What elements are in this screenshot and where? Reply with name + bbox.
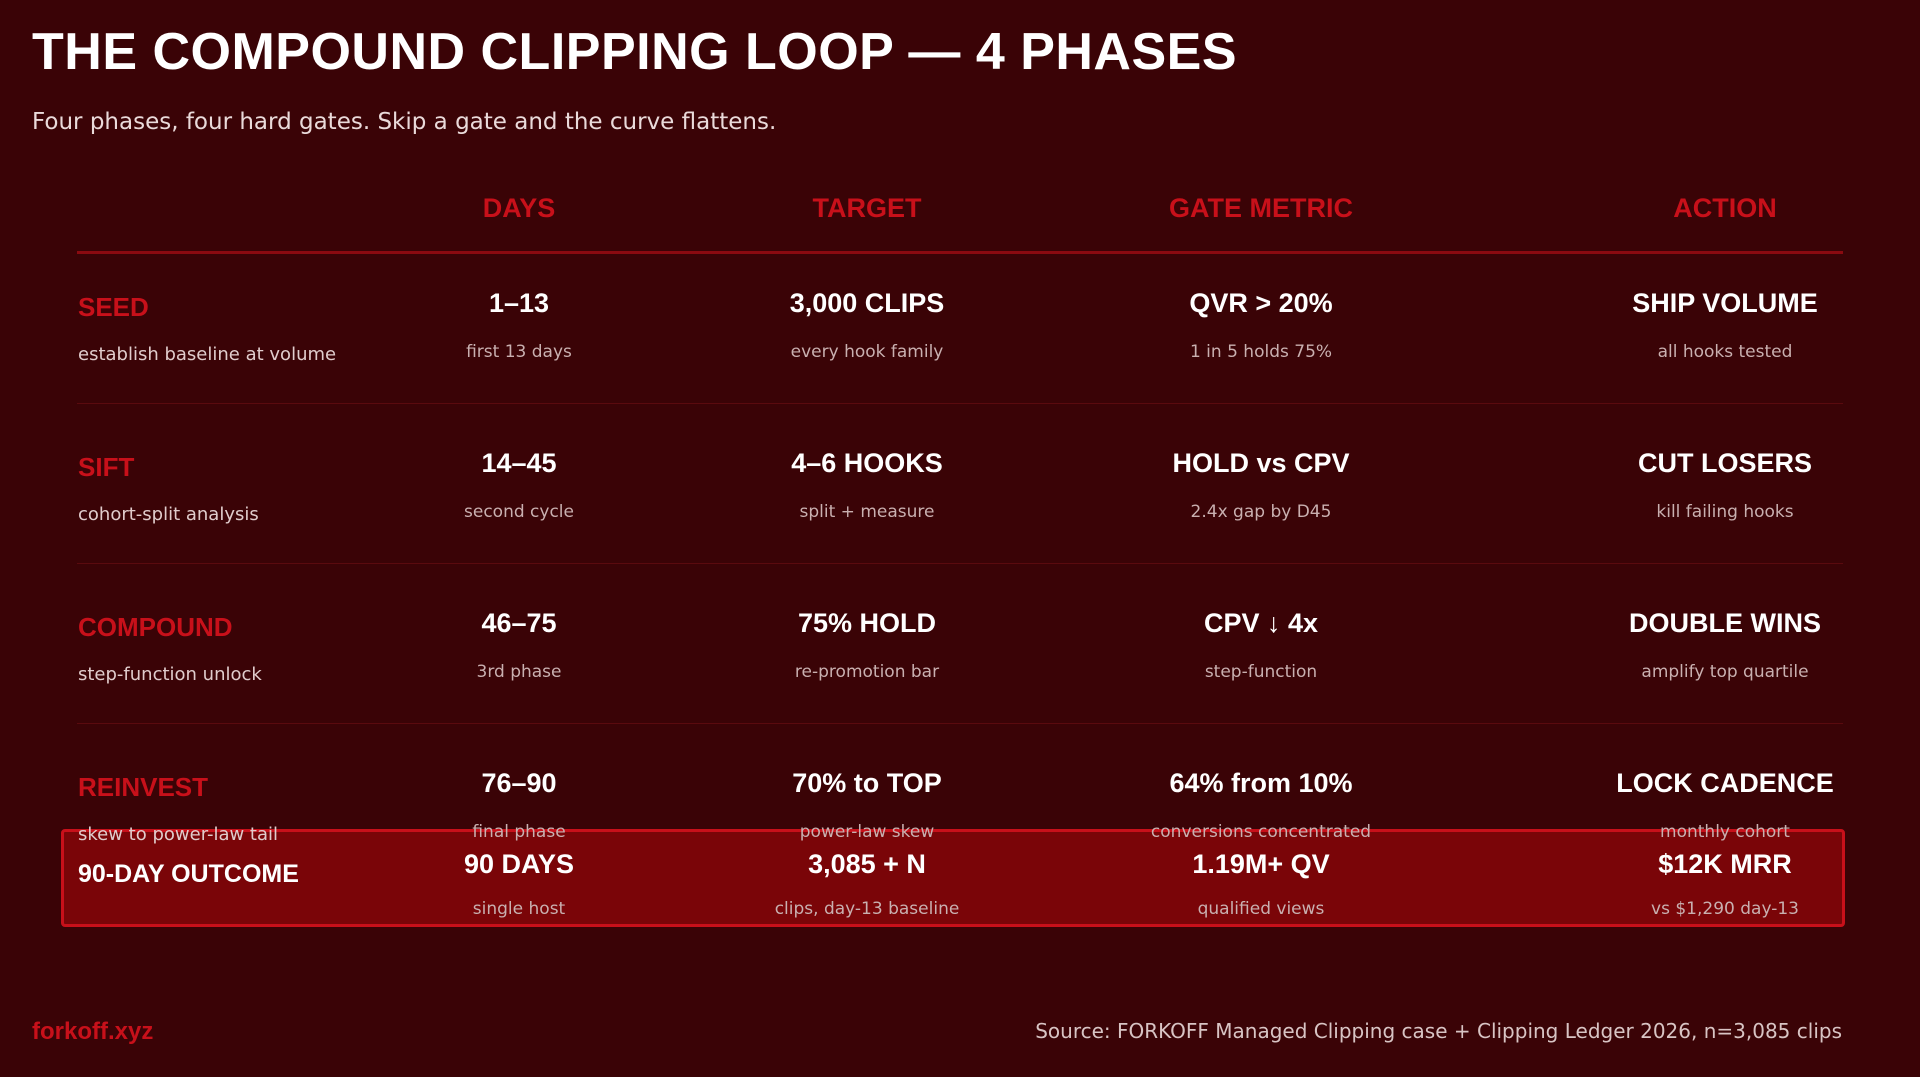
outcome-note: qualified views — [1197, 899, 1325, 919]
outcome-note: vs $1,290 day-13 — [1651, 899, 1799, 919]
cell-value: LOCK CADENCE — [1616, 768, 1834, 798]
row-separator — [77, 403, 1843, 404]
cell-value: HOLD vs CPV — [1172, 448, 1350, 478]
phase-name: COMPOUND — [78, 612, 233, 642]
cell-note: conversions concentrated — [1150, 822, 1372, 842]
cell-value: 46–75 — [481, 608, 557, 638]
row-separator — [77, 563, 1843, 564]
column-header: GATE METRIC — [1169, 193, 1353, 223]
cell-note: split + measure — [799, 502, 935, 522]
cell-note: second cycle — [464, 502, 574, 522]
cell-note: final phase — [472, 822, 566, 842]
cell-value: 75% HOLD — [797, 608, 937, 638]
cell-value: 3,000 CLIPS — [789, 288, 945, 318]
phase-description: step-function unlock — [78, 664, 262, 685]
outcome-label: 90-DAY OUTCOME — [78, 860, 299, 888]
title: THE COMPOUND CLIPPING LOOP — 4 PHASES — [32, 23, 1238, 81]
cell-note: power-law skew — [799, 822, 935, 842]
phase-description: skew to power-law tail — [78, 824, 279, 845]
outcome-box — [61, 829, 1845, 927]
cell-note: re-promotion bar — [794, 662, 940, 682]
subtitle: Four phases, four hard gates. Skip a gat… — [32, 109, 777, 135]
phase-name: SIFT — [78, 452, 135, 482]
cell-value: CPV ↓ 4x — [1203, 608, 1319, 638]
cell-value: DOUBLE WINS — [1629, 608, 1821, 638]
phase-name: SEED — [78, 292, 149, 322]
cell-value: CUT LOSERS — [1637, 448, 1813, 478]
cell-value: 64% from 10% — [1169, 768, 1353, 798]
column-header: ACTION — [1673, 193, 1777, 223]
cell-note: 2.4x gap by D45 — [1190, 502, 1332, 522]
cell-note: every hook family — [790, 342, 944, 362]
cell-value: 14–45 — [481, 448, 557, 478]
outcome-value: 1.19M+ QV — [1192, 849, 1330, 879]
cell-value: 4–6 HOOKS — [791, 448, 943, 478]
cell-value: 76–90 — [481, 768, 557, 798]
outcome-value: 90 DAYS — [463, 849, 575, 879]
cell-note: all hooks tested — [1657, 342, 1793, 362]
cell-note: kill failing hooks — [1656, 502, 1794, 522]
outcome-note: clips, day-13 baseline — [774, 899, 960, 919]
cell-note: amplify top quartile — [1641, 662, 1809, 682]
cell-value: SHIP VOLUME — [1632, 288, 1818, 318]
brand: forkoff.xyz — [32, 1018, 154, 1045]
cell-note: 1 in 5 holds 75% — [1189, 342, 1333, 362]
cell-value: 70% to TOP — [792, 768, 942, 798]
cell-value: QVR > 20% — [1189, 288, 1333, 318]
outcome-value: $12K MRR — [1658, 849, 1792, 879]
row-separator — [77, 723, 1843, 724]
cell-note: first 13 days — [466, 342, 572, 362]
column-header: DAYS — [482, 193, 556, 223]
cell-note: monthly cohort — [1660, 822, 1790, 842]
cell-value: 1–13 — [488, 288, 550, 318]
phase-name: REINVEST — [78, 772, 209, 802]
cell-note: 3rd phase — [476, 662, 562, 682]
column-header: TARGET — [812, 193, 922, 223]
phase-description: establish baseline at volume — [78, 344, 337, 365]
outcome-note: single host — [472, 899, 566, 919]
phase-description: cohort-split analysis — [78, 504, 259, 525]
header-rule — [77, 251, 1843, 254]
cell-note: step-function — [1204, 662, 1318, 682]
source: Source: FORKOFF Managed Clipping case + … — [1035, 1019, 1842, 1043]
outcome-value: 3,085 + N — [808, 849, 926, 879]
